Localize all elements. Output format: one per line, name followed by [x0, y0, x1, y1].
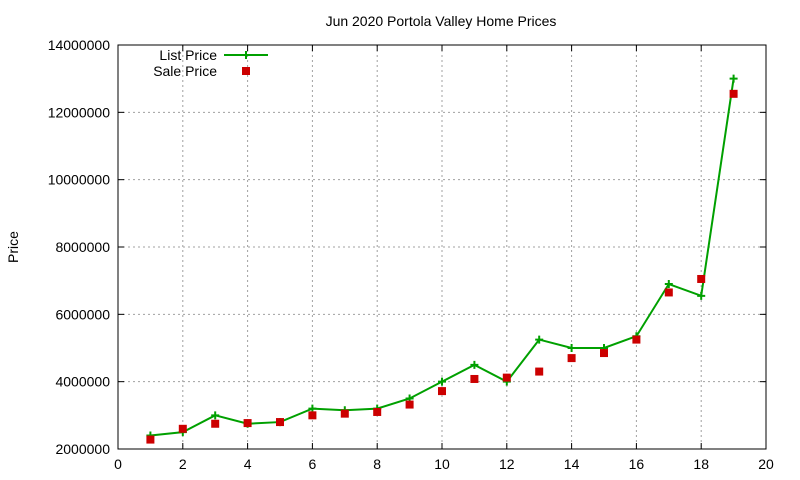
sale-price-point	[664, 288, 673, 297]
ticks-layer: 0 2 4 6 8 10 12 14 16 18 20 2000000 4000000 6000000 80…	[48, 37, 774, 472]
x-tick-label: 12	[499, 456, 515, 472]
series-layer	[146, 74, 738, 444]
x-tick-label: 8	[373, 456, 381, 472]
y-tick-label: 2000000	[55, 441, 110, 457]
sale-price-point	[567, 354, 576, 363]
list-price-point	[567, 344, 576, 352]
y-tick-label: 8000000	[55, 239, 110, 255]
x-tick-label: 18	[693, 456, 709, 472]
y-axis-label: Price	[5, 231, 21, 263]
sale-price-point	[340, 409, 349, 418]
sale-price-point	[600, 349, 608, 358]
list-price-point	[535, 335, 544, 344]
x-tick-label: 2	[179, 456, 187, 472]
sale-price-point	[146, 435, 155, 444]
list-price-point	[438, 377, 446, 386]
legend-marker-sale-price	[242, 67, 250, 75]
sale-price-point	[535, 367, 544, 376]
sale-price-point	[502, 373, 511, 382]
sale-price-point	[697, 274, 706, 283]
x-tick-label: 10	[434, 456, 450, 472]
sale-price-point	[438, 387, 446, 396]
legend-marker-list-price	[242, 51, 250, 59]
chart-title: Jun 2020 Portola Valley Home Prices	[326, 13, 557, 29]
y-tick-label: 12000000	[48, 104, 111, 120]
sale-price-point	[632, 335, 641, 344]
x-tick-label: 16	[629, 456, 645, 472]
sale-price-point	[405, 400, 414, 409]
sale-price-point	[178, 424, 187, 433]
sale-price-point	[373, 407, 382, 416]
list-price-point	[729, 74, 738, 83]
x-tick-label: 0	[114, 456, 122, 472]
sale-price-point	[243, 419, 252, 428]
x-tick-label: 6	[309, 456, 317, 472]
sale-price-point	[308, 411, 317, 420]
x-tick-label: 20	[758, 456, 774, 472]
y-tick-label: 4000000	[55, 374, 110, 390]
list-price-point	[697, 291, 706, 300]
legend-label-sale-price: Sale Price	[153, 63, 217, 79]
y-tick-label: 6000000	[55, 306, 110, 322]
list-price-point	[211, 411, 220, 420]
list-price-point	[664, 280, 673, 289]
y-tick-label: 14000000	[48, 37, 111, 53]
sale-price-point	[729, 89, 738, 98]
list-price-point	[470, 360, 479, 369]
y-tick-label: 10000000	[48, 172, 111, 188]
sale-price-point	[211, 419, 220, 428]
sale-price-point	[470, 374, 479, 383]
sale-price-point	[276, 418, 284, 427]
x-tick-label: 4	[244, 456, 252, 472]
legend-label-list-price: List Price	[159, 47, 217, 63]
x-tick-label: 14	[564, 456, 580, 472]
list-price-point	[308, 404, 317, 413]
